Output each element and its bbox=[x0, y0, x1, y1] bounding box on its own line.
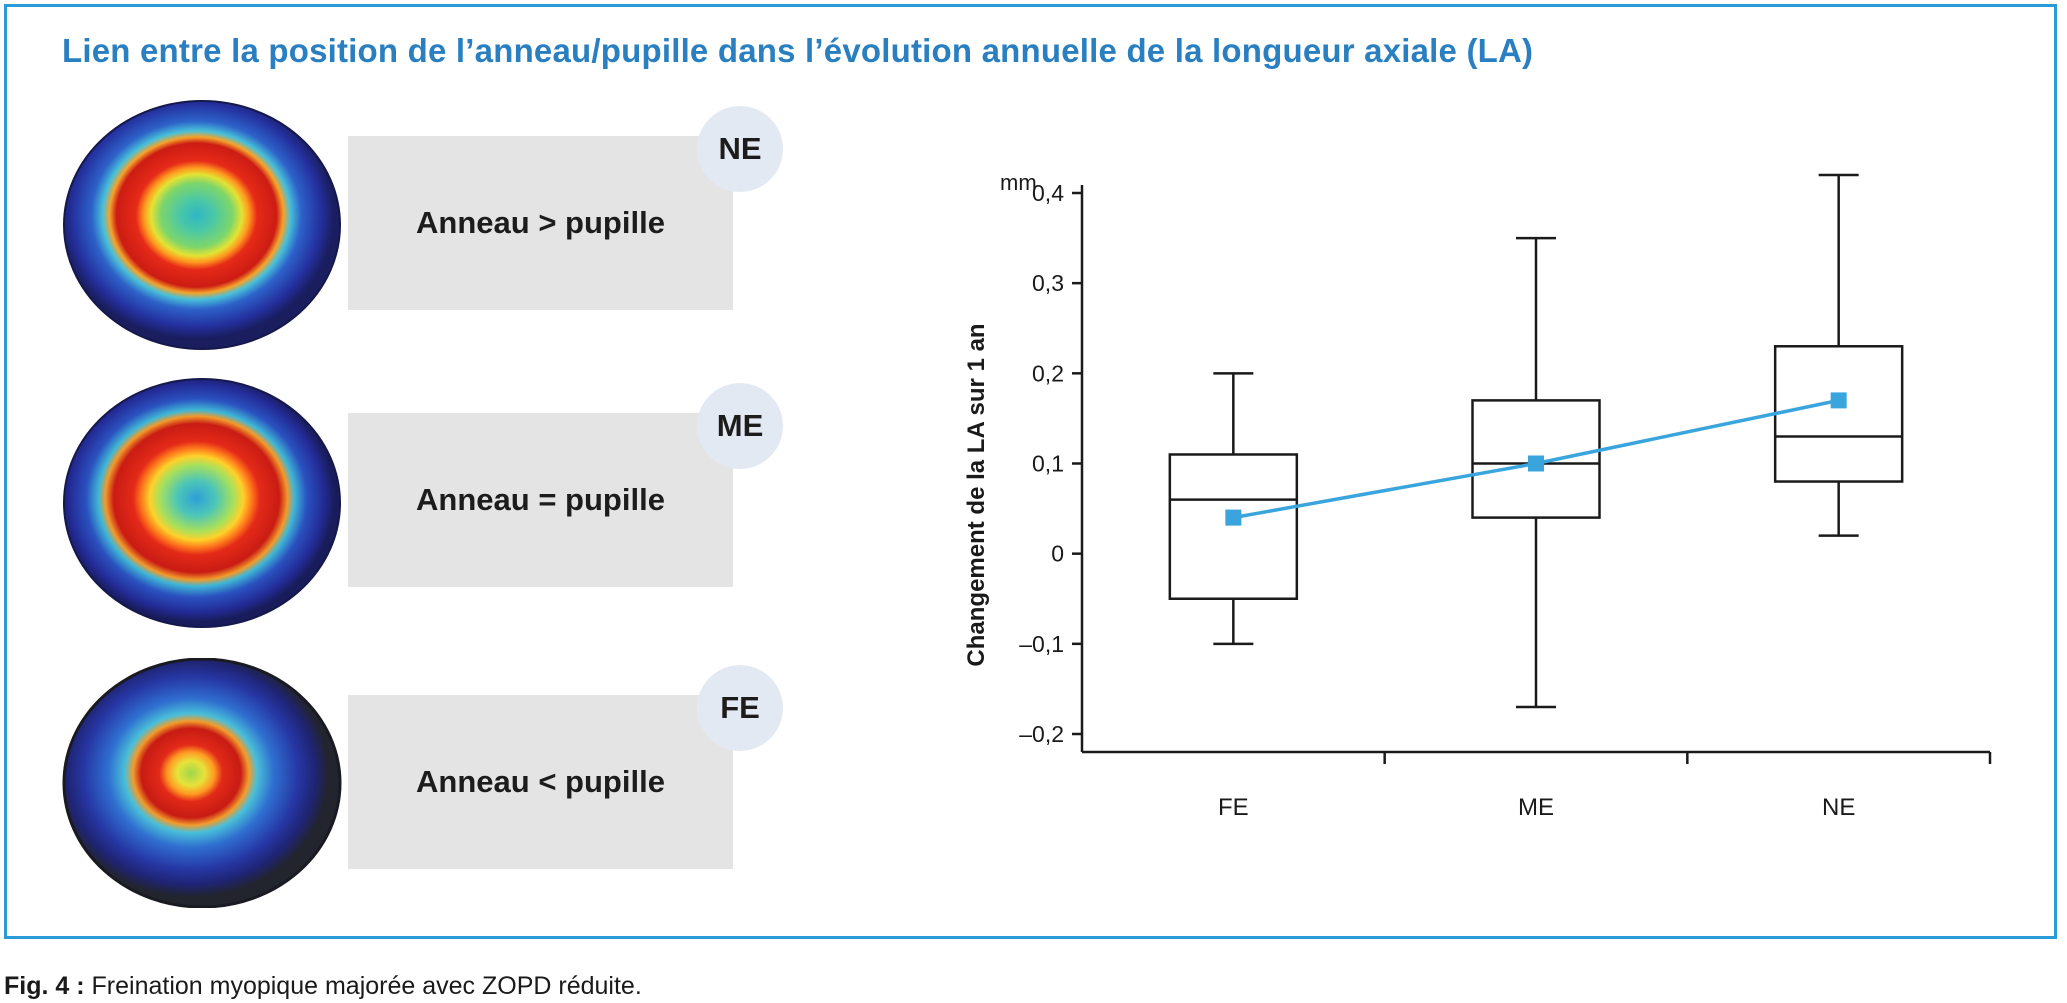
badge-me: ME bbox=[697, 383, 783, 469]
figure-frame bbox=[4, 4, 2057, 939]
badge-fe: FE bbox=[697, 665, 783, 751]
panel-me: Anneau = pupille bbox=[348, 413, 733, 587]
y-tick-label: 0,4 bbox=[1032, 180, 1064, 206]
y-axis-label: Changement de la LA sur 1 an bbox=[963, 323, 990, 666]
y-tick-label: –0,1 bbox=[1019, 631, 1064, 657]
y-tick-label: 0,1 bbox=[1032, 451, 1064, 477]
caption-text: Freination myopique majorée avec ZOPD ré… bbox=[84, 972, 642, 1000]
mean-point bbox=[1225, 509, 1242, 526]
x-tick-label: FE bbox=[1218, 794, 1249, 821]
panel-label-ne: Anneau > pupille bbox=[416, 205, 665, 240]
y-tick-label: 0,2 bbox=[1032, 360, 1064, 386]
panel-fe: Anneau < pupille bbox=[348, 695, 733, 869]
panel-label-me: Anneau = pupille bbox=[416, 482, 665, 517]
panel-ne: Anneau > pupille bbox=[348, 136, 733, 310]
box-plot-chart: Changement de la LA sur 1 an mm –0,2 –0,1… bbox=[963, 170, 1992, 821]
topography-map-ne bbox=[63, 100, 341, 350]
x-tick-label: NE bbox=[1822, 794, 1855, 821]
figure-caption: Fig. 4 : Freination myopique majorée ave… bbox=[4, 972, 642, 1001]
mean-point bbox=[1528, 455, 1544, 472]
box-fe bbox=[1168, 453, 1299, 600]
y-tick-label: 0,3 bbox=[1032, 270, 1064, 296]
figure-title: Lien entre la position de l’anneau/pupil… bbox=[62, 32, 1534, 69]
box-ne bbox=[1773, 345, 1904, 483]
x-tick-label: ME bbox=[1518, 794, 1554, 821]
mean-point bbox=[1830, 392, 1847, 409]
topography-map-me bbox=[63, 378, 341, 628]
panel-label-fe: Anneau < pupille bbox=[416, 764, 665, 799]
badge-ne: NE bbox=[697, 106, 783, 192]
y-tick-label: 0 bbox=[1051, 541, 1064, 567]
topography-map-fe bbox=[62, 658, 342, 908]
caption-prefix: Fig. 4 : bbox=[4, 972, 85, 1000]
y-axis-unit: mm bbox=[1000, 170, 1037, 195]
y-tick-label: –0,2 bbox=[1019, 721, 1064, 747]
